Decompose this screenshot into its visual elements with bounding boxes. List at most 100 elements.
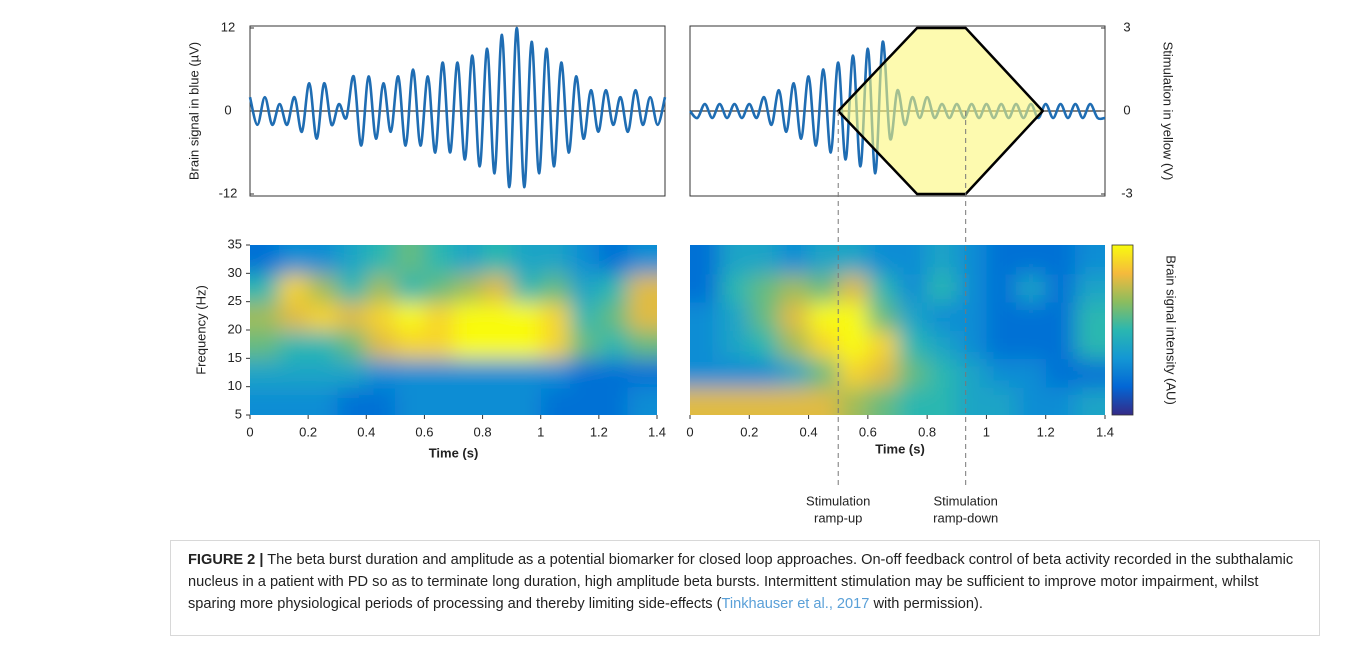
- caption-text: The beta burst duration and amplitude as…: [188, 552, 1294, 612]
- heatmap-cell: [690, 245, 721, 275]
- heatmap-cell: [337, 386, 368, 415]
- heatmap-cell: [569, 358, 600, 388]
- heatmap-cell: [1016, 301, 1047, 331]
- heatmap-cell: [337, 330, 368, 360]
- y2-tick-label: -3: [1121, 185, 1133, 200]
- heatmap-cell: [719, 358, 751, 388]
- heatmap-cell: [424, 301, 455, 331]
- heatmap-cell: [569, 245, 600, 275]
- heatmap-cell: [366, 273, 397, 303]
- heatmap-cell: [308, 330, 339, 360]
- heatmap-cell: [749, 358, 780, 388]
- heatmap-cell: [627, 273, 657, 303]
- heatmap-cell: [511, 273, 542, 303]
- y-tick-label: -12: [219, 185, 238, 200]
- heatmap-cell: [956, 301, 988, 331]
- heatmap-cell: [838, 358, 869, 388]
- heatmap-cell: [808, 273, 840, 303]
- heatmap-cell: [511, 358, 542, 388]
- heatmap-cell: [598, 358, 629, 388]
- heatmap-cell: [598, 386, 629, 415]
- heatmap-cell: [867, 245, 899, 275]
- heatmap-cell: [808, 301, 840, 331]
- heatmap-cell: [778, 358, 810, 388]
- heatmap-cell: [250, 301, 281, 331]
- x-tick-label: 0.6: [415, 424, 433, 439]
- annotation-text: Stimulation: [806, 493, 870, 508]
- annotation-text: Stimulation: [934, 493, 998, 508]
- heatmap-cell: [250, 330, 281, 360]
- heatmap: [250, 245, 657, 415]
- heatmap-cell: [627, 358, 657, 388]
- heatmap-cell: [1075, 245, 1105, 275]
- x-tick-label: 1.4: [1096, 424, 1114, 439]
- heatmap-cell: [1045, 386, 1077, 415]
- heatmap-cell: [366, 245, 397, 275]
- heatmap-cell: [627, 245, 657, 275]
- heatmap-cell: [719, 273, 751, 303]
- y-tick-label: 25: [228, 293, 242, 308]
- y2-axis-label: Stimulation in yellow (V): [1161, 42, 1176, 181]
- heatmap-cell: [540, 330, 571, 360]
- heatmap-cell: [778, 386, 810, 415]
- heatmap-cell: [279, 330, 310, 360]
- heatmap-cell: [956, 273, 988, 303]
- y-tick-label: 15: [228, 350, 242, 365]
- heatmap-cell: [778, 301, 810, 331]
- heatmap-cell: [250, 273, 281, 303]
- signal-line: [248, 26, 667, 189]
- heatmap-cell: [395, 358, 426, 388]
- heatmap-cell: [927, 273, 958, 303]
- heatmap-cell: [627, 386, 657, 415]
- heatmap-cell: [867, 330, 899, 360]
- heatmap-cell: [838, 273, 869, 303]
- heatmap-cell: [956, 245, 988, 275]
- heatmap-cell: [308, 358, 339, 388]
- heatmap-cell: [956, 358, 988, 388]
- heatmap-cell: [395, 330, 426, 360]
- x-tick-label: 0.8: [474, 424, 492, 439]
- x-tick-label: 1: [537, 424, 544, 439]
- heatmap-cell: [482, 330, 513, 360]
- heatmap-cell: [897, 245, 929, 275]
- caption-label: FIGURE 2 |: [188, 552, 264, 568]
- x-axis-label: Time (s): [875, 441, 925, 456]
- heatmap-cell: [778, 330, 810, 360]
- heatmap-cell: [337, 273, 368, 303]
- heatmap-cell: [337, 245, 368, 275]
- heatmap-cell: [986, 245, 1018, 275]
- heatmap-cell: [838, 330, 869, 360]
- heatmap-cell: [719, 245, 751, 275]
- heatmap-cell: [1016, 273, 1047, 303]
- heatmap-cell: [279, 386, 310, 415]
- heatmap-cell: [838, 301, 869, 331]
- y-tick-label: 20: [228, 321, 242, 336]
- heatmap-cell: [308, 273, 339, 303]
- heatmap-cell: [927, 330, 958, 360]
- heatmap-cell: [540, 273, 571, 303]
- heatmap-cell: [1075, 301, 1105, 331]
- heatmap-cell: [366, 301, 397, 331]
- colorbar-label: Brain signal intensity (AU): [1164, 255, 1179, 405]
- heatmap-cell: [250, 386, 281, 415]
- heatmap-cell: [540, 245, 571, 275]
- y-tick-label: 35: [228, 236, 242, 251]
- heatmap-cell: [540, 386, 571, 415]
- heatmap-cell: [927, 386, 958, 415]
- heatmap-cells: [250, 245, 657, 415]
- heatmap-cell: [719, 301, 751, 331]
- y-tick-label: 5: [235, 406, 242, 421]
- heatmap-cell: [598, 301, 629, 331]
- heatmap-cell: [897, 273, 929, 303]
- heatmap-cell: [867, 301, 899, 331]
- x-tick-label: 1.4: [648, 424, 666, 439]
- x-tick-label: 0.6: [859, 424, 877, 439]
- heatmap-cell: [690, 386, 721, 415]
- heatmap-cell: [867, 386, 899, 415]
- heatmap-cell: [897, 386, 929, 415]
- heatmap-cell: [897, 330, 929, 360]
- heatmap-cell: [482, 245, 513, 275]
- caption: FIGURE 2 | The beta burst duration and a…: [170, 540, 1320, 636]
- x-tick-label: 1.2: [1037, 424, 1055, 439]
- heatmap-cell: [627, 301, 657, 331]
